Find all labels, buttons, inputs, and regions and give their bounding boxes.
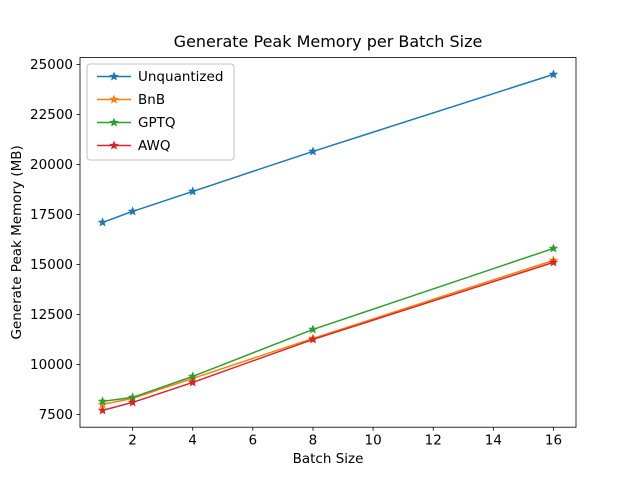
data-point-marker <box>548 257 559 267</box>
legend-label: AWQ <box>138 138 170 154</box>
x-tick-label: 14 <box>485 433 502 449</box>
plot-area: 2 4 6 8 10 12 14 16 7500 10000 12500 15000 17500 2000… <box>30 57 577 449</box>
data-point-marker <box>308 334 318 344</box>
x-tick-label: 2 <box>128 433 137 449</box>
legend-marker <box>109 117 119 127</box>
y-tick-label: 7500 <box>39 407 73 423</box>
data-point-marker <box>308 146 318 156</box>
y-axis-label: Generate Peak Memory (MB) <box>9 145 25 339</box>
y-tick-label: 20000 <box>30 157 73 173</box>
data-point-marker <box>127 392 138 402</box>
chart-title: Generate Peak Memory per Batch Size <box>174 32 483 51</box>
data-point-marker <box>97 405 108 415</box>
data-point-marker <box>97 396 108 406</box>
legend-box <box>86 63 235 161</box>
y-tick-label: 17500 <box>30 207 73 223</box>
data-point-marker <box>97 399 108 409</box>
data-point-marker <box>548 243 559 253</box>
x-tick-label: 16 <box>545 433 562 449</box>
x-tick-label: 8 <box>309 433 318 449</box>
y-tick-label: 25000 <box>30 57 73 73</box>
legend-label: BnB <box>138 92 165 108</box>
axes-spines <box>79 57 577 428</box>
data-point-marker <box>127 206 138 216</box>
legend-marker <box>109 140 119 150</box>
y-tick-label: 15000 <box>30 257 73 273</box>
x-tick-label: 6 <box>249 433 258 449</box>
data-point-marker <box>187 371 198 381</box>
legend-marker <box>109 94 119 104</box>
legend-marker <box>109 71 119 81</box>
data-point-marker <box>187 186 198 196</box>
x-tick-label: 12 <box>425 433 442 449</box>
data-point-marker <box>127 397 138 407</box>
data-point-marker <box>97 217 108 227</box>
y-tick-label: 10000 <box>30 357 73 373</box>
legend-label: Unquantized <box>138 69 223 85</box>
data-point-marker <box>187 377 198 387</box>
y-tick-label: 22500 <box>30 107 73 123</box>
x-axis-label: Batch Size <box>293 451 364 467</box>
x-tick-label: 10 <box>364 433 381 449</box>
legend-label: GPTQ <box>138 115 175 131</box>
y-tick-label: 12500 <box>30 307 73 323</box>
x-tick-label: 4 <box>188 433 197 449</box>
data-point-marker <box>548 69 559 79</box>
data-point-marker <box>308 324 318 334</box>
